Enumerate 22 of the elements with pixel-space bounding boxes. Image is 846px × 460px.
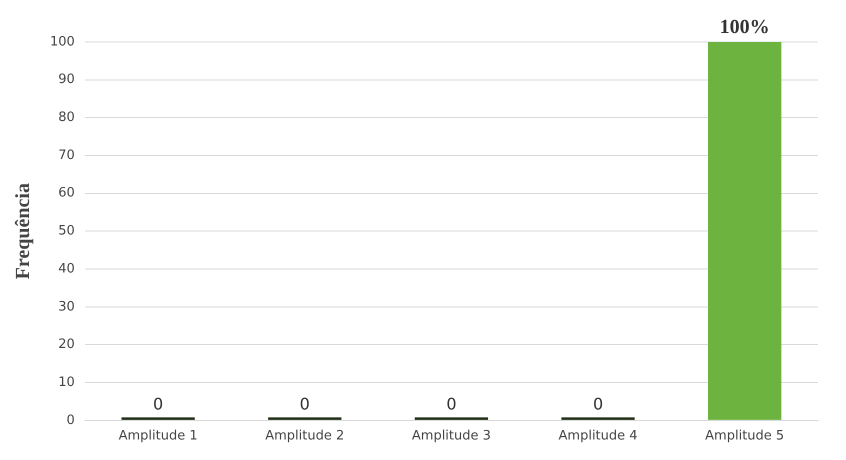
x-tick-label: Amplitude 3 — [412, 428, 491, 444]
x-tick-label: Amplitude 4 — [558, 428, 638, 444]
y-tick-label: 20 — [58, 337, 75, 352]
y-tick-label: 90 — [58, 72, 75, 88]
x-tick-label: Amplitude 1 — [118, 428, 198, 444]
y-tick-label: 80 — [58, 110, 75, 126]
y-tick-label: 50 — [58, 224, 75, 239]
y-tick-label: 40 — [58, 261, 75, 276]
data-label: 0 — [446, 394, 456, 414]
y-tick-label: 60 — [58, 186, 75, 201]
data-label: 0 — [592, 394, 604, 414]
y-tick-label: 30 — [58, 299, 75, 314]
y-tick-label: 100 — [50, 34, 75, 50]
y-tick-label: 10 — [58, 374, 75, 390]
y-tick-label: 0 — [66, 412, 75, 428]
x-tick-label: Amplitude 5 — [705, 428, 784, 444]
data-label: 0 — [153, 394, 164, 414]
data-label: 0 — [300, 394, 310, 414]
y-axis-title: Frequência — [12, 183, 34, 280]
y-tick-label: 70 — [58, 148, 75, 163]
data-label: 100% — [720, 16, 770, 38]
x-tick-label: Amplitude 2 — [265, 428, 344, 444]
